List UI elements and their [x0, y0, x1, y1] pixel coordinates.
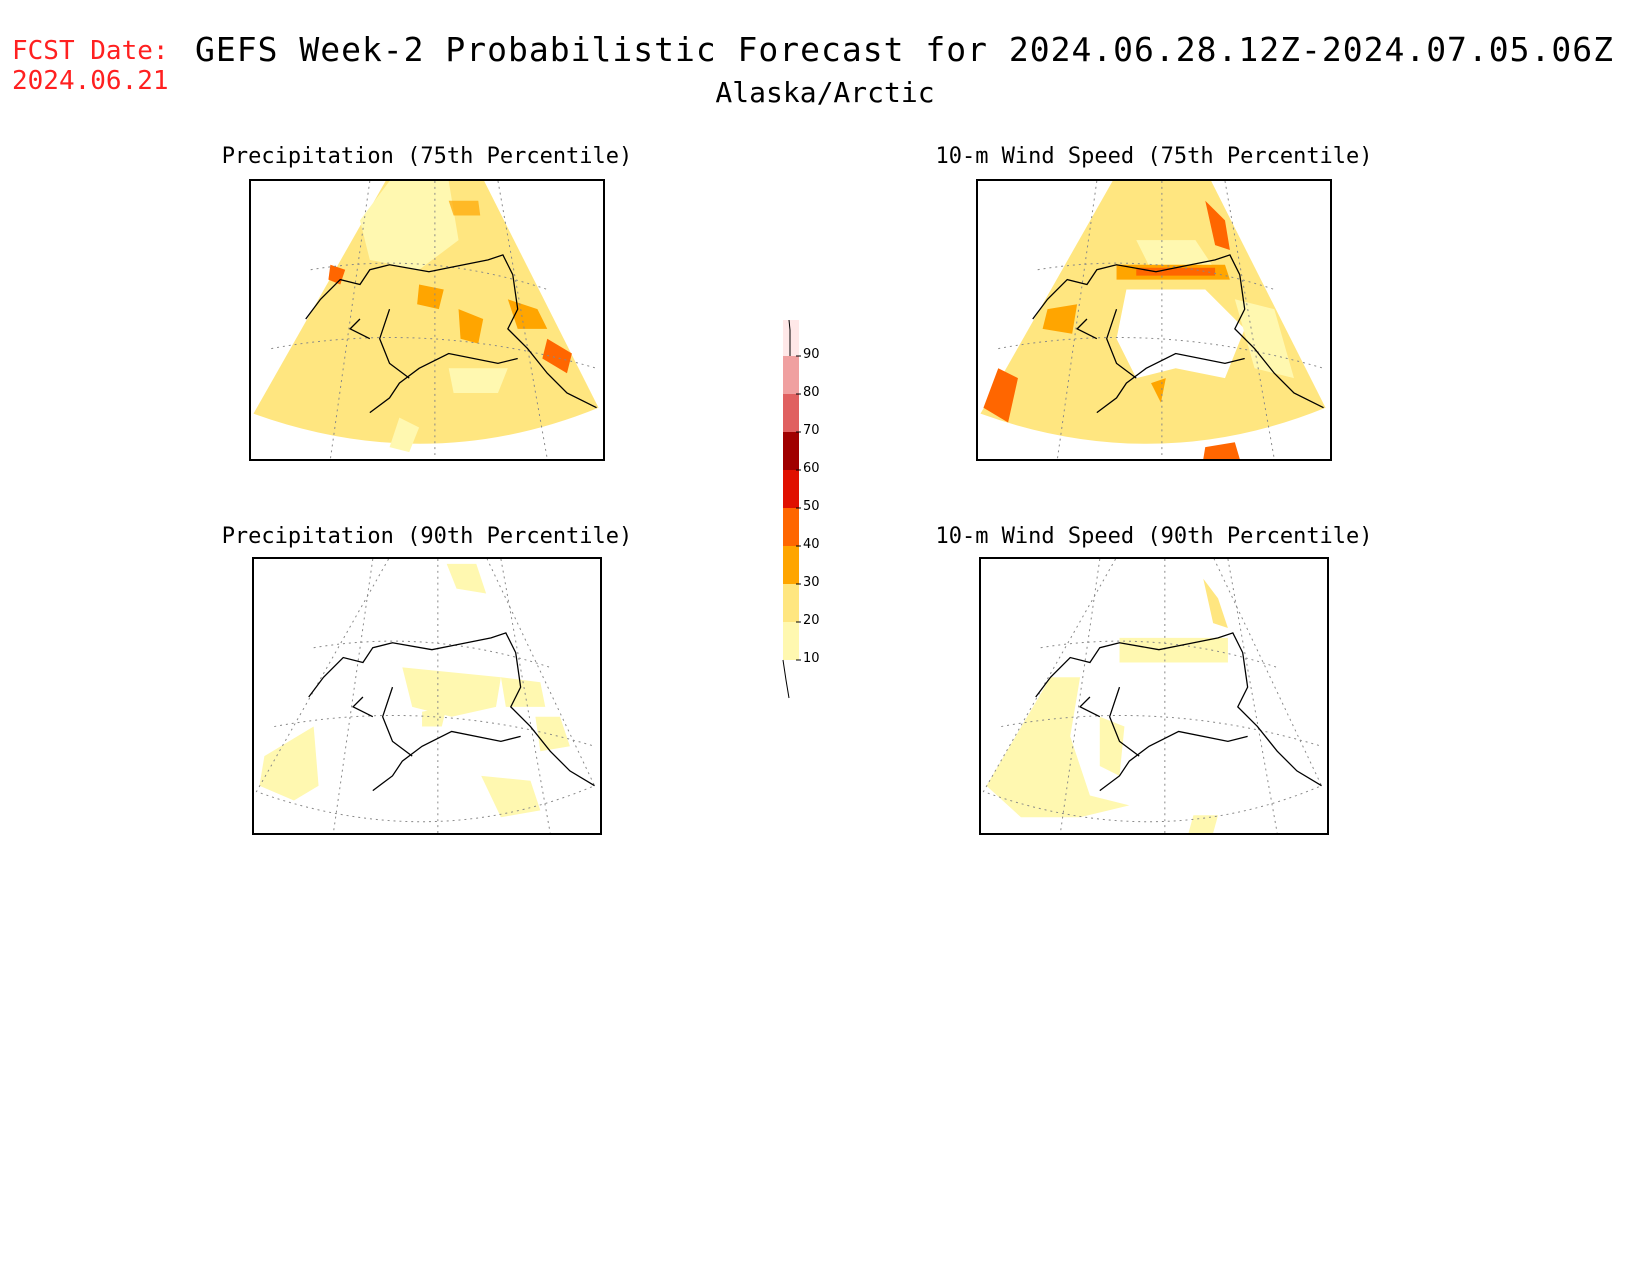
orange-area [458, 309, 484, 344]
colorbar-swatch-1 [783, 584, 799, 622]
light-region [535, 716, 570, 752]
colorbar-swatch-5 [783, 432, 799, 470]
map-wind-75-svg [980, 181, 1326, 459]
colorbar-label-80: 80 [803, 385, 820, 400]
light-region [986, 677, 1130, 818]
colorbar-swatch-7 [783, 356, 799, 394]
colorbar-swatch-2 [783, 546, 799, 584]
map-wind-75 [976, 179, 1332, 461]
panel-title-wind-75: 10-m Wind Speed (75th Percentile) [935, 144, 1373, 169]
grid-lines [998, 181, 1324, 459]
orange-area [983, 368, 1018, 423]
orange-area [1042, 304, 1078, 334]
orange-area [417, 284, 444, 310]
orange-band [1136, 267, 1216, 276]
light-region [1188, 815, 1219, 833]
colorbar-top-cap [788, 319, 791, 356]
coastline [1035, 632, 1322, 792]
coastline [308, 632, 595, 792]
light-region [1099, 716, 1125, 776]
colorbar-label-70: 70 [803, 423, 820, 438]
light-region [481, 775, 541, 818]
colorbar-label-50: 50 [803, 499, 820, 514]
panel-title-precip-75: Precipitation (75th Percentile) [221, 144, 633, 169]
colorbar-swatch-0 [783, 622, 799, 660]
light-region [389, 417, 420, 453]
light-region [448, 368, 508, 393]
colorbar-swatch-4 [783, 470, 799, 508]
orange-area [1151, 378, 1166, 403]
colorbar-swatch-8 [783, 318, 799, 356]
orange-area [1203, 442, 1240, 459]
light-region [446, 563, 487, 594]
map-wind-90-svg [982, 559, 1323, 833]
colorbar-label-30: 30 [803, 575, 820, 590]
sector-fill [253, 181, 599, 444]
map-precip-75-svg [253, 181, 599, 459]
colorbar-label-10: 10 [803, 651, 820, 666]
coastline [1032, 254, 1324, 414]
light-region [1203, 578, 1228, 628]
orange-area [542, 338, 572, 374]
light-region [1234, 299, 1294, 379]
panel-title-precip-90: Precipitation (90th Percentile) [221, 524, 633, 549]
grid-lines [255, 559, 596, 833]
map-precip-90 [252, 557, 602, 835]
light-region [1119, 637, 1228, 663]
colorbar: 10 20 30 40 50 60 70 80 90 [780, 318, 840, 740]
fcst-date-value: 2024.06.21 [12, 66, 169, 96]
fcst-date: FCST Date: 2024.06.21 [12, 36, 169, 96]
orange-area [1205, 200, 1230, 251]
colorbar-bottom-cap [782, 659, 790, 699]
grid-lines [982, 559, 1323, 833]
fcst-date-label: FCST Date: [12, 36, 169, 66]
light-region [500, 677, 546, 707]
colorbar-label-20: 20 [803, 613, 820, 628]
colorbar-label-40: 40 [803, 537, 820, 552]
panel-title-wind-90: 10-m Wind Speed (90th Percentile) [935, 524, 1373, 549]
page-title: GEFS Week-2 Probabilistic Forecast for 2… [195, 30, 1615, 69]
light-region [359, 181, 459, 270]
colorbar-swatch-6 [783, 394, 799, 432]
white-region [1116, 289, 1245, 379]
light-region [402, 667, 501, 717]
colorbar-svg [782, 318, 801, 699]
colorbar-label-90: 90 [803, 347, 820, 362]
grid-lines [271, 181, 597, 459]
map-precip-75 [249, 179, 605, 461]
region-subtitle: Alaska/Arctic [715, 76, 935, 109]
light-region [259, 726, 319, 801]
colorbar-label-60: 60 [803, 461, 820, 476]
colorbar-swatch-3 [783, 508, 799, 546]
orange-area [448, 200, 481, 216]
coastline [305, 254, 597, 414]
map-precip-90-svg [255, 559, 596, 833]
map-wind-90 [979, 557, 1329, 835]
